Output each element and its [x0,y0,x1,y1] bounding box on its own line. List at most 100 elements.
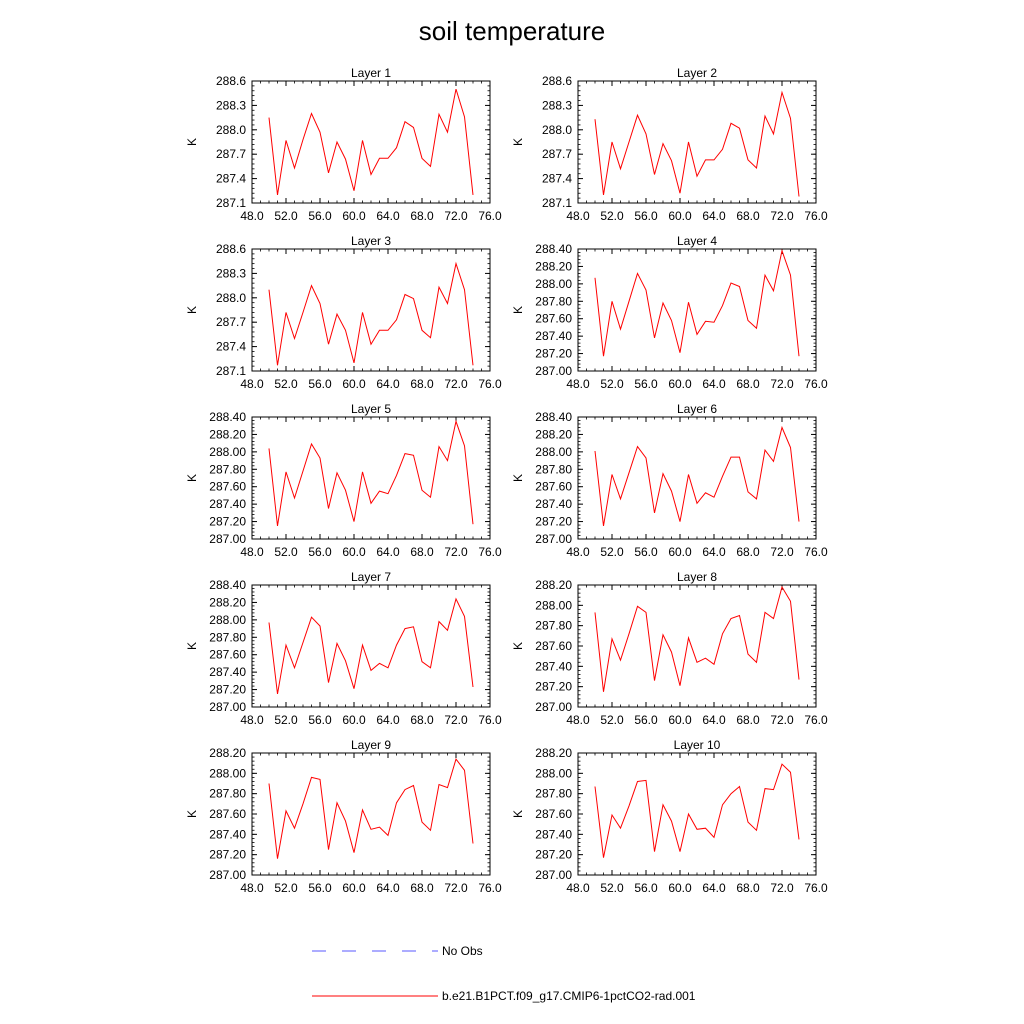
y-axis-label: K [185,642,199,650]
x-tick-label: 76.0 [478,545,502,559]
x-tick-label: 60.0 [668,713,692,727]
x-tick-label: 52.0 [274,713,298,727]
y-tick-label: 288.0 [216,123,246,137]
x-tick-label: 48.0 [240,209,264,223]
y-tick-label: 288.3 [542,98,572,112]
y-tick-label: 287.60 [209,480,246,494]
y-tick-label: 287.4 [216,172,246,186]
y-tick-label: 288.20 [209,427,246,441]
legend-label-model-run: b.e21.B1PCT.f09_g17.CMIP6-1pctCO2-rad.00… [442,989,696,1003]
y-tick-label: 287.80 [209,630,246,644]
y-tick-label: 287.20 [535,347,572,361]
x-tick-label: 72.0 [770,881,794,895]
panel-layer-6: Layer 6 K 48.0 52.0 56.0 60.0 64.0 68.0 72.0 76.0… [511,402,828,559]
series-line [594,425,800,526]
y-tick-label: 288.6 [216,242,246,256]
x-tick-label: 64.0 [376,713,400,727]
y-tick-label: 288.20 [535,259,572,273]
x-tick-label: 68.0 [410,209,434,223]
x-tick-label: 72.0 [444,209,468,223]
x-tick-label: 60.0 [342,377,366,391]
y-axis-label: K [511,810,525,818]
y-tick-label: 288.00 [209,613,246,627]
y-tick-label: 288.00 [535,766,572,780]
panel-title: Layer 2 [677,66,717,80]
x-tick-label: 64.0 [702,377,726,391]
panel-title: Layer 4 [677,234,717,248]
x-tick-label: 64.0 [376,209,400,223]
y-tick-label: 287.00 [209,868,246,882]
y-tick-label: 287.1 [216,196,246,210]
y-tick-label: 287.60 [209,807,246,821]
x-tick-label: 76.0 [804,545,828,559]
y-tick-label: 288.40 [209,578,246,592]
x-tick-label: 64.0 [702,545,726,559]
legend-label-no-obs: No Obs [442,944,483,958]
x-tick-label: 76.0 [804,713,828,727]
x-tick-label: 60.0 [668,377,692,391]
x-tick-label: 56.0 [634,209,658,223]
x-tick-label: 60.0 [342,545,366,559]
x-tick-label: 76.0 [804,377,828,391]
series-line [268,261,474,366]
x-tick-label: 72.0 [444,881,468,895]
x-tick-label: 64.0 [702,713,726,727]
y-tick-label: 287.00 [535,364,572,378]
x-tick-label: 64.0 [376,545,400,559]
y-tick-label: 287.00 [535,868,572,882]
x-tick-label: 68.0 [736,377,760,391]
y-tick-label: 287.1 [216,364,246,378]
y-axis-label: K [511,642,525,650]
series-line [268,88,474,195]
y-tick-label: 287.7 [542,147,572,161]
y-tick-label: 287.80 [535,787,572,801]
y-tick-label: 288.20 [535,578,572,592]
y-tick-label: 288.40 [209,410,246,424]
y-axis-label: K [185,306,199,314]
y-tick-label: 288.40 [535,242,572,256]
x-tick-label: 64.0 [376,881,400,895]
x-tick-label: 56.0 [308,209,332,223]
panel-title: Layer 5 [351,402,391,416]
y-axis-label: K [511,138,525,146]
panel-title: Layer 6 [677,402,717,416]
x-tick-label: 60.0 [342,713,366,727]
x-tick-label: 48.0 [566,545,590,559]
x-tick-label: 56.0 [308,377,332,391]
y-tick-label: 287.7 [216,315,246,329]
panel-title: Layer 3 [351,234,391,248]
x-tick-label: 56.0 [634,377,658,391]
y-tick-label: 288.00 [209,766,246,780]
plot-frame [577,248,817,372]
x-tick-label: 64.0 [376,377,400,391]
x-tick-label: 68.0 [410,377,434,391]
x-tick-label: 72.0 [444,713,468,727]
x-tick-label: 52.0 [600,545,624,559]
panel-title: Layer 7 [351,570,391,584]
x-tick-label: 72.0 [770,209,794,223]
y-tick-label: 287.40 [535,659,572,673]
x-tick-label: 56.0 [634,881,658,895]
x-tick-label: 60.0 [668,209,692,223]
x-tick-label: 52.0 [274,209,298,223]
y-tick-label: 287.80 [209,787,246,801]
y-tick-label: 288.40 [535,410,572,424]
y-tick-label: 287.20 [535,515,572,529]
y-tick-label: 287.40 [535,497,572,511]
y-tick-label: 288.20 [535,746,572,760]
y-tick-label: 288.3 [216,98,246,112]
x-tick-label: 48.0 [566,713,590,727]
plot-frame [251,248,491,372]
y-axis-label: K [511,474,525,482]
panel-layer-5: Layer 5 K 48.0 52.0 56.0 60.0 64.0 68.0 72.0 76.0… [185,402,502,559]
y-tick-label: 287.40 [535,827,572,841]
y-axis-label: K [511,306,525,314]
y-tick-label: 287.40 [209,665,246,679]
x-tick-label: 68.0 [736,881,760,895]
x-tick-label: 56.0 [308,881,332,895]
panel-layer-7: Layer 7 K 48.0 52.0 56.0 60.0 64.0 68.0 72.0 76.0… [185,570,502,727]
series-line [594,585,800,692]
x-tick-label: 60.0 [668,545,692,559]
y-tick-label: 287.60 [535,312,572,326]
